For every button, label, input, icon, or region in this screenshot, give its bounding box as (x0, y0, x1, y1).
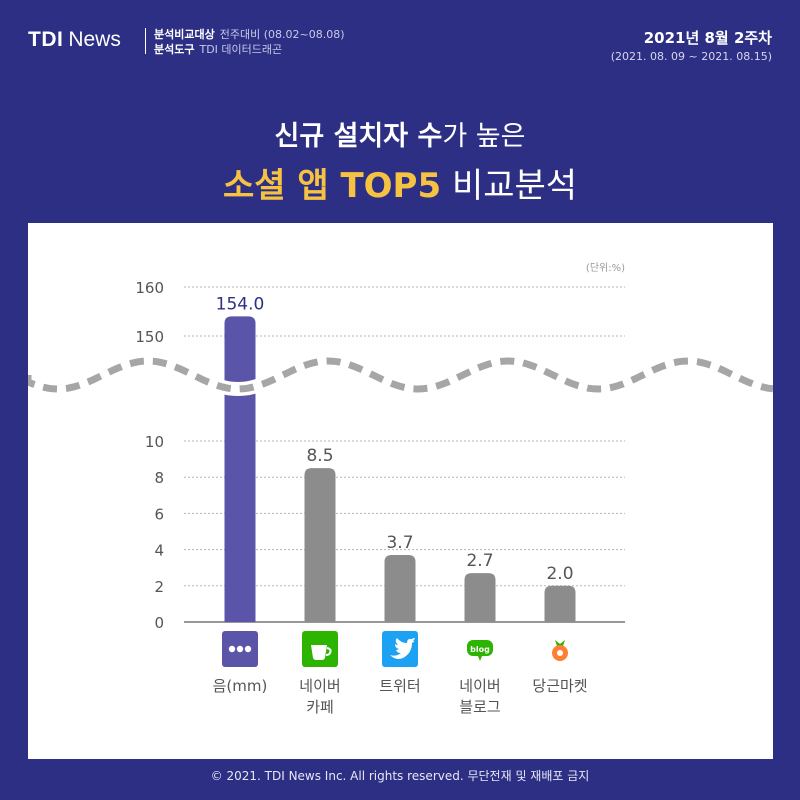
headline-line1-bold: 신규 설치자 수 (274, 121, 443, 152)
bar-1 (304, 468, 336, 622)
headline-line2-light: 비교분석 (451, 166, 578, 206)
category-label-1: 네이버 카페 (299, 677, 340, 716)
y-tick-label-2: 2 (154, 578, 164, 596)
value-label-4: 2.0 (546, 564, 573, 584)
category-label-3: 네이버 블로그 (459, 677, 500, 716)
y-tick-label-10: 10 (145, 433, 164, 451)
report-period: (2021. 08. 09 ~ 2021. 08.15) (610, 50, 772, 63)
bar-0 (224, 316, 256, 622)
chart-panel: (단위:%) 150 160 2 4 6 8 10 0 154.0 8.5 3.7 2.7 2.0 blog… (21, 223, 774, 759)
y-tick-label-0: 0 (154, 614, 164, 632)
headline-line1-light: 가 높은 (442, 121, 526, 152)
carrot-icon (542, 631, 578, 667)
tdi-news-logo: TDI News (28, 28, 121, 52)
value-label-0: 154.0 (216, 294, 265, 314)
meta-tool-value: TDI 데이터드래곤 (199, 43, 283, 56)
analysis-meta: 분석비교대상 전주대비 (08.02~08.08) 분석도구 TDI 데이터드래곤 (154, 27, 345, 57)
mm-app-icon (222, 631, 258, 667)
y-tick-label-150: 150 (135, 328, 164, 346)
y-tick-label-4: 4 (154, 542, 164, 560)
y-tick-label-8: 8 (154, 469, 164, 487)
value-label-1: 8.5 (306, 446, 333, 466)
unit-label: (단위:%) (586, 261, 625, 274)
y-tick-label-6: 6 (154, 505, 164, 523)
headline-line2: 소셜 앱 TOP5 비교분석 (0, 158, 800, 207)
svg-text:blog: blog (470, 645, 490, 654)
meta-target-label: 분석비교대상 (154, 28, 215, 41)
category-label-2: 트위터 (379, 677, 420, 695)
twitter-bird-icon (382, 631, 418, 667)
bar-3 (464, 573, 496, 622)
headline-line1: 신규 설치자 수가 높은 (0, 114, 800, 153)
headline-line2-bold: 소셜 앱 TOP5 (222, 166, 442, 206)
logo-mark: TDI (28, 28, 64, 51)
category-label-0: 음(mm) (213, 677, 268, 695)
naver-blog-icon: blog (462, 631, 498, 667)
axis-break-wave (24, 357, 774, 393)
meta-target-value: 전주대비 (08.02~08.08) (219, 28, 345, 41)
y-tick-label-160: 160 (135, 279, 164, 297)
copyright: © 2021. TDI News Inc. All rights reserve… (210, 769, 590, 783)
bar-2 (384, 555, 416, 622)
category-label-4: 당근마켓 (532, 677, 587, 695)
header-divider (145, 28, 146, 54)
value-label-3: 2.7 (466, 551, 493, 571)
bar-4 (544, 585, 576, 622)
report-week: 2021년 8월 2주차 (643, 29, 772, 47)
naver-cafe-icon (302, 631, 338, 667)
logo-news: News (68, 28, 121, 51)
meta-tool-label: 분석도구 (154, 43, 195, 56)
bar-chart: (단위:%) 150 160 2 4 6 8 10 0 154.0 8.5 3.7 2.7 2.0 blog… (21, 261, 774, 716)
value-label-2: 3.7 (386, 533, 413, 553)
report-date: 2021년 8월 2주차 (2021. 08. 09 ~ 2021. 08.15… (611, 27, 772, 63)
